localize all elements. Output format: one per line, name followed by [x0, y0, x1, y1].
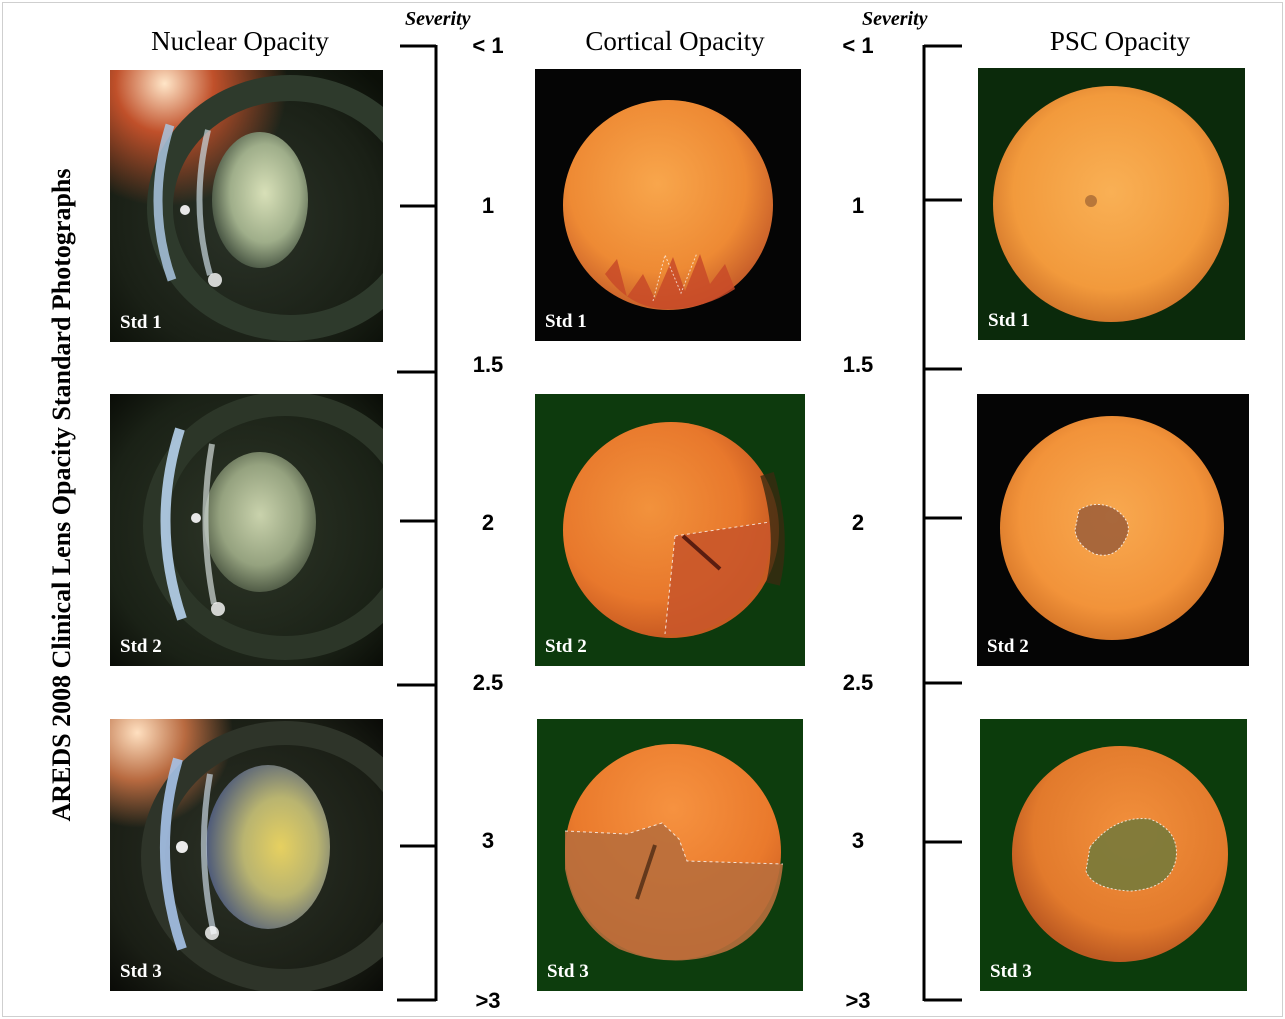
psc-std1-label: Std 1 — [988, 310, 1030, 331]
left-scale-2-5: 2.5 — [472, 670, 504, 695]
cortical-std3-photo: Std 3 — [537, 719, 803, 991]
psc-std3-photo: Std 3 — [980, 719, 1247, 991]
psc-std1-photo: Std 1 — [978, 68, 1245, 340]
cortical-std3-label: Std 3 — [547, 961, 589, 982]
left-scale-gt3: >3 — [475, 988, 501, 1013]
right-scale-2: 2 — [851, 510, 865, 535]
cortical-std1-label: Std 1 — [545, 311, 587, 332]
nuclear-std3-photo: Std 3 — [110, 719, 383, 991]
right-scale-2-5: 2.5 — [842, 670, 874, 695]
nuclear-std1-label: Std 1 — [120, 312, 162, 333]
right-scale-gt3: >3 — [845, 988, 871, 1013]
psc-heading: PSC Opacity — [1049, 26, 1191, 56]
left-scale-3: 3 — [481, 828, 495, 853]
right-scale-1: 1 — [851, 193, 865, 218]
nuclear-std2-photo: Std 2 — [110, 394, 383, 666]
right-scale-lt1: < 1 — [842, 33, 874, 58]
right-scale-1-5: 1.5 — [842, 352, 874, 377]
left-scale-lt1: < 1 — [472, 33, 504, 58]
cortical-std2-photo: Std 2 — [535, 394, 805, 666]
severity-heading-left: Severity — [405, 8, 471, 30]
cortical-heading: Cortical Opacity — [585, 26, 765, 56]
cortical-std2-label: Std 2 — [545, 636, 587, 657]
nuclear-heading: Nuclear Opacity — [151, 26, 329, 56]
psc-std2-label: Std 2 — [987, 636, 1029, 657]
severity-heading-right: Severity — [862, 8, 928, 30]
nuclear-std1-photo: Std 1 — [110, 70, 383, 342]
psc-std2-photo: Std 2 — [977, 394, 1249, 666]
left-scale-2: 2 — [481, 510, 495, 535]
psc-std3-label: Std 3 — [990, 961, 1032, 982]
cortical-std1-photo: Std 1 — [535, 69, 801, 341]
nuclear-std2-label: Std 2 — [120, 636, 162, 657]
left-scale-1-5: 1.5 — [472, 352, 504, 377]
right-scale-3: 3 — [851, 828, 865, 853]
nuclear-std3-label: Std 3 — [120, 961, 162, 982]
left-scale-1: 1 — [481, 193, 495, 218]
